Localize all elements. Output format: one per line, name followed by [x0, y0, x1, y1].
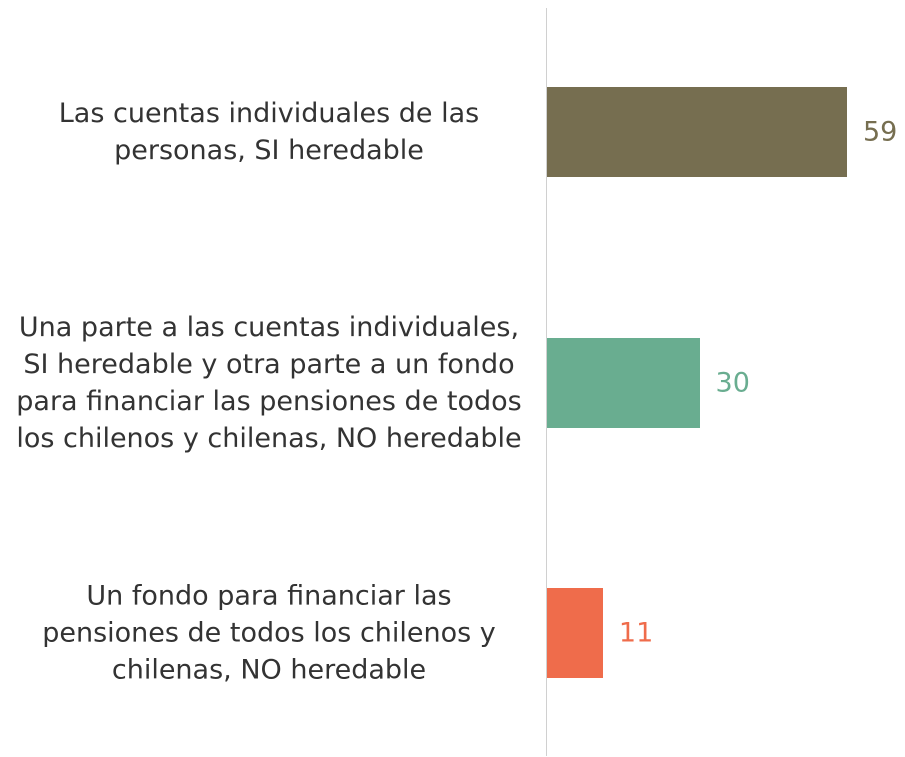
value-label: 11	[618, 617, 654, 649]
bar	[547, 337, 700, 428]
category-label: Las cuentas individuales de las personas…	[58, 98, 480, 166]
bar	[547, 87, 847, 177]
value-label: 59	[863, 116, 898, 148]
axis-line	[546, 8, 547, 756]
bar	[547, 588, 603, 678]
category-label: Un fondo para financiar las pensiones de…	[42, 580, 496, 686]
value-label: 30	[715, 367, 750, 398]
category-label: Una parte a las cuentas individuales, SI…	[16, 311, 522, 454]
